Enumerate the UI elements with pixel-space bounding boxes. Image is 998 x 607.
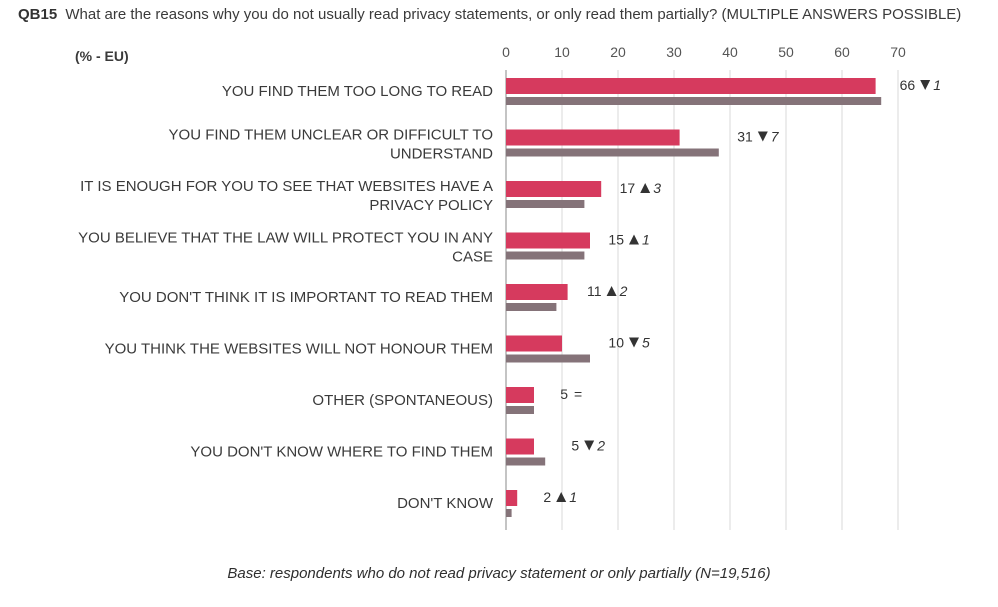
bar-previous (506, 406, 534, 414)
value-label: 31 (737, 129, 753, 145)
category-label: OTHER (SPONTANEOUS) (312, 392, 493, 409)
unit-label: (% - EU) (75, 48, 129, 64)
change-label: 2 (596, 438, 605, 454)
category-label: IT IS ENOUGH FOR YOU TO SEE THAT WEBSITE… (80, 178, 493, 195)
bar-current (506, 232, 590, 249)
x-tick-label: 10 (554, 44, 570, 60)
bar-previous (506, 509, 512, 517)
category-label: YOU DON'T THINK IT IS IMPORTANT TO READ … (119, 289, 493, 306)
x-tick-label: 0 (502, 44, 510, 60)
question-text: What are the reasons why you do not usua… (65, 6, 962, 23)
x-tick-label: 40 (722, 44, 738, 60)
down-arrow-icon (584, 440, 595, 451)
x-tick-label: 60 (834, 44, 850, 60)
bar-current (506, 181, 602, 197)
bar-previous (506, 148, 719, 157)
bar-previous (506, 200, 585, 208)
category-label: UNDERSTAND (390, 146, 493, 163)
category-label: PRIVACY POLICY (369, 197, 493, 214)
value-label: 5 (571, 438, 579, 454)
value-label: 15 (608, 232, 624, 248)
value-label: 17 (620, 180, 636, 196)
bar-previous (506, 303, 557, 311)
bar-current (506, 335, 562, 352)
bar-previous (506, 457, 546, 466)
change-label: 1 (642, 232, 650, 248)
change-label: 2 (619, 283, 628, 299)
value-label: 66 (900, 77, 916, 93)
change-label: 5 (642, 335, 650, 351)
chart-header: QB15 What are the reasons why you do not… (18, 6, 978, 24)
down-arrow-icon (920, 80, 931, 90)
base-note: Base: respondents who do not read privac… (227, 565, 771, 582)
x-tick-label: 30 (666, 44, 682, 60)
value-label: 2 (543, 489, 551, 505)
category-label: YOU FIND THEM TOO LONG TO READ (222, 83, 493, 100)
value-label: 5 (560, 386, 568, 402)
bar-current (506, 490, 518, 506)
bar-previous (506, 251, 585, 260)
question-code: QB15 (18, 6, 58, 23)
bar-chart: 0 10 20 30 40 50 60 70 YOU FIND THEM TOO LONG T… (78, 44, 941, 530)
up-arrow-icon (606, 286, 617, 296)
change-label: 3 (653, 180, 661, 196)
category-label: YOU THINK THE WEBSITES WILL NOT HONOUR T… (105, 341, 493, 358)
bar-previous (506, 97, 882, 105)
category-label: YOU DON'T KNOW WHERE TO FIND THEM (190, 444, 493, 461)
x-tick-label: 20 (610, 44, 626, 60)
x-tick-label: 50 (778, 44, 794, 60)
change-label: 7 (771, 129, 780, 145)
category-label: CASE (452, 249, 493, 266)
x-tick-label: 70 (890, 44, 906, 60)
category-label: YOU BELIEVE THAT THE LAW WILL PROTECT YO… (78, 230, 493, 247)
up-arrow-icon (556, 492, 567, 502)
change-label: 1 (933, 77, 941, 93)
value-label: 10 (608, 335, 624, 351)
bar-current (506, 284, 568, 300)
bar-current (506, 129, 680, 146)
value-labels: 66 131 717 315 111 210 55 =5 22 1 (543, 77, 941, 505)
equal-sign: = (574, 386, 582, 402)
bar-current (506, 78, 876, 94)
x-axis-ticks: 0 10 20 30 40 50 60 70 (502, 44, 906, 60)
value-label: 11 (587, 283, 602, 299)
up-arrow-icon (629, 234, 639, 245)
down-arrow-icon (629, 337, 639, 348)
category-label: YOU FIND THEM UNCLEAR OR DIFFICULT TO (169, 127, 493, 144)
bar-previous (506, 354, 590, 363)
bars (506, 78, 882, 517)
bar-current (506, 438, 534, 455)
change-label: 1 (569, 489, 577, 505)
category-label: DON'T KNOW (397, 495, 494, 512)
category-labels: YOU FIND THEM TOO LONG TO READ YOU FIND T… (78, 83, 494, 512)
bar-current (506, 387, 534, 403)
up-arrow-icon (640, 183, 651, 193)
down-arrow-icon (757, 131, 768, 142)
